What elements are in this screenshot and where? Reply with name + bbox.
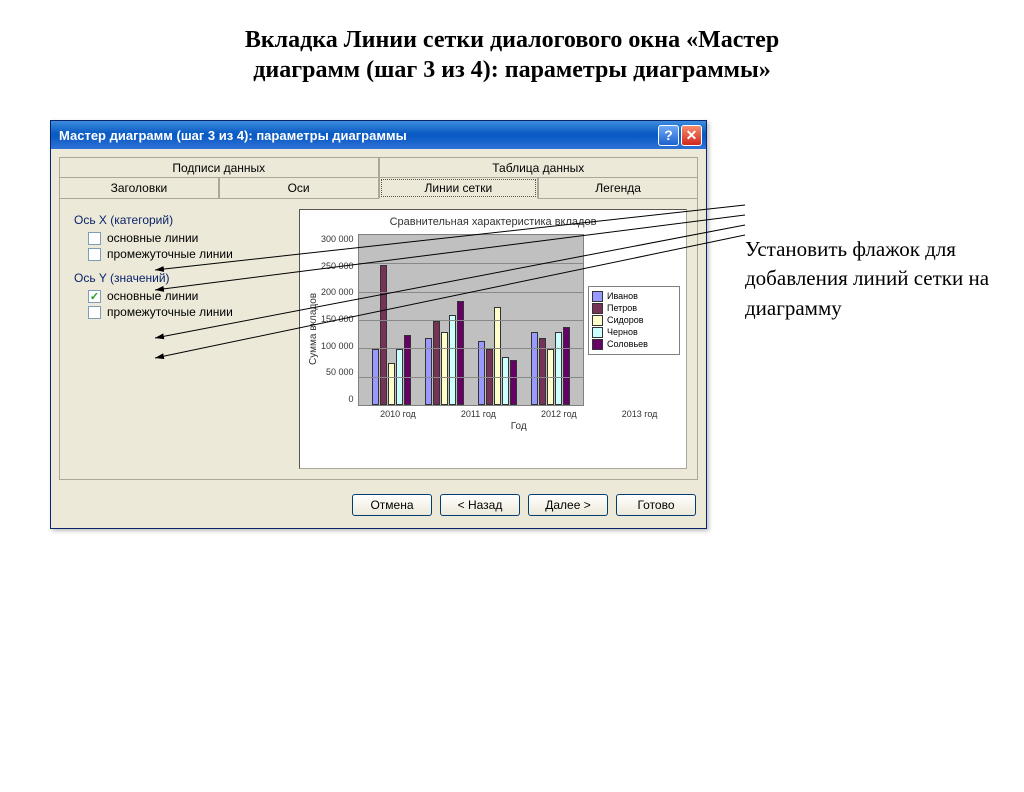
close-icon[interactable]: ✕ [681, 125, 702, 146]
tab-gridlines[interactable]: Линии сетки [379, 177, 539, 199]
tab-data-table[interactable]: Таблица данных [379, 157, 699, 178]
chart-ylabel: Сумма вкладов [306, 234, 321, 424]
titlebar[interactable]: Мастер диаграмм (шаг 3 из 4): параметры … [51, 121, 706, 149]
annotation-text: Установить флажок для добавления линий с… [745, 235, 995, 323]
chart-xlabel: Год [358, 421, 680, 432]
group-y-axis: Ось Y (значений) [74, 271, 299, 285]
chart-legend: ИвановПетровСидоровЧерновСоловьев [588, 286, 680, 355]
help-icon[interactable]: ? [658, 125, 679, 146]
checkbox-row-x-minor[interactable]: промежуточные линии [88, 247, 299, 261]
page-title: Вкладка Линии сетки диалогового окна «Ма… [120, 25, 904, 85]
back-button[interactable]: < Назад [440, 494, 520, 516]
checkbox-row-x-major[interactable]: основные линии [88, 231, 299, 245]
checkbox-row-y-minor[interactable]: промежуточные линии [88, 305, 299, 319]
checkbox-row-y-major[interactable]: ✓ основные линии [88, 289, 299, 303]
chart-xaxis: 2010 год2011 год2012 год2013 год [358, 409, 680, 419]
next-button[interactable]: Далее > [528, 494, 608, 516]
tab-data-labels[interactable]: Подписи данных [59, 157, 379, 178]
chart-wizard-dialog: Мастер диаграмм (шаг 3 из 4): параметры … [50, 120, 707, 529]
cancel-button[interactable]: Отмена [352, 494, 432, 516]
chart-preview: Сравнительная характеристика вкладов Сум… [299, 209, 687, 469]
checkbox-y-minor[interactable] [88, 306, 101, 319]
tab-legend[interactable]: Легенда [538, 177, 698, 199]
group-x-axis: Ось X (категорий) [74, 213, 299, 227]
finish-button[interactable]: Готово [616, 494, 696, 516]
dialog-title: Мастер диаграмм (шаг 3 из 4): параметры … [59, 128, 407, 143]
checkbox-x-minor[interactable] [88, 248, 101, 261]
checkbox-x-major[interactable] [88, 232, 101, 245]
tab-axes[interactable]: Оси [219, 177, 379, 199]
tab-titles[interactable]: Заголовки [59, 177, 219, 199]
checkbox-y-major[interactable]: ✓ [88, 290, 101, 303]
chart-title: Сравнительная характеристика вкладов [306, 216, 680, 228]
chart-yaxis: 300 000250 000200 000150 000100 00050 00… [321, 234, 358, 404]
chart-plot [358, 234, 584, 406]
